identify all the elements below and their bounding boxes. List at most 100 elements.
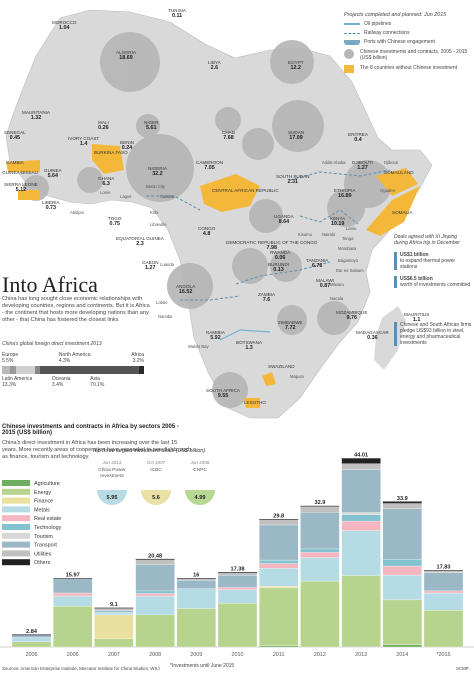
country-value: 9.76 — [346, 315, 357, 321]
deals-panel: Deals agreed with Xi Jinping during Afri… — [394, 234, 472, 346]
country-label: GUINEA 5.64 — [44, 168, 62, 179]
fdi-title: China's global foreign direct investment… — [2, 341, 102, 347]
country-label: TUNISIA 0.11 — [168, 8, 186, 19]
country-label: ALGERIA 18.69 — [116, 50, 136, 61]
country-label: ZAMBIA 7.6 — [258, 292, 275, 303]
railway-lines — [146, 169, 391, 301]
country-value: 5.92 — [210, 335, 221, 341]
no-investment-swatch-icon — [344, 65, 354, 73]
deal-date: Jun 2013 — [103, 460, 122, 465]
country-name: MOROCCO — [52, 20, 77, 25]
city-label: Lome — [100, 190, 111, 195]
bar-segment — [217, 574, 258, 588]
country-name: NIGERIA — [148, 166, 167, 171]
deal-name: CNPC — [193, 467, 207, 473]
fdi-asia: Asia 70.1% — [90, 376, 105, 388]
country-name: TOGO — [108, 216, 122, 221]
bar-segment — [176, 588, 216, 609]
bar-total-label: 32.9 — [314, 500, 325, 506]
bar-segment — [11, 634, 52, 638]
bar-segment — [341, 520, 381, 531]
country-value: 0.87 — [319, 283, 331, 289]
bar-segment — [259, 519, 299, 526]
legend-swatch — [2, 550, 30, 557]
country-name: CAMEROON — [196, 160, 224, 165]
deal-semicircle — [141, 490, 171, 505]
country-name: NIGER — [144, 120, 159, 125]
country-label: SOMALILAND — [384, 170, 414, 175]
intro-text: China has long sought close economic rel… — [2, 296, 150, 323]
bar-segment — [300, 548, 340, 553]
country-name: SOMALILAND — [384, 170, 414, 175]
country-name: ERITREA — [348, 132, 368, 137]
country-value: 0.11 — [171, 13, 183, 19]
city-label: Lamu — [346, 226, 357, 231]
country-label: DJIBOUTI 1.27 — [352, 160, 373, 171]
country-value: 6.76 — [311, 263, 323, 269]
country-label: KENYA 10.19 — [330, 216, 345, 227]
country-value: 1.32 — [30, 115, 42, 121]
country-label: SENEGAL 0.45 — [4, 130, 26, 141]
country-name: MOZAMBIQUE — [336, 310, 368, 315]
bar-segment — [300, 557, 340, 582]
city-label: Tanga — [342, 236, 354, 241]
city-label: Djibouti — [384, 160, 398, 165]
country-name: LIBYA — [208, 60, 221, 65]
bar-segment — [135, 559, 175, 565]
legend-swatch — [2, 506, 30, 513]
country-name: MAURITANIA — [22, 110, 50, 115]
deal-2-desc: worth of investments committed — [400, 282, 471, 288]
city-label: Kribi — [150, 210, 159, 215]
country-label: SUDAN 17.09 — [288, 130, 304, 141]
bar-segment — [382, 644, 422, 648]
x-tick-label: 2013 — [355, 652, 367, 658]
country-name: BENIN — [120, 140, 135, 145]
country-name: GUINEA-BISSAU — [2, 170, 38, 175]
sector-chart: Agriculture Energy Finance Metals Real estat… — [0, 448, 474, 658]
deal-1-amount: US$1 billion — [400, 252, 429, 258]
city-label: Addis Ababa — [322, 160, 346, 165]
country-label: DEMOCRATIC REPUBLIC OF THE CONGO 7.98 — [226, 240, 317, 251]
port-ship-icon — [344, 39, 360, 45]
country-value: 12.2 — [290, 65, 302, 71]
fdi-panel: China's global foreign direct investment… — [2, 341, 144, 388]
deal-value: 5.95 — [107, 495, 118, 501]
bar-segment — [135, 564, 175, 592]
country-name: SIERRA LEONE — [4, 182, 38, 187]
country-name: SOUTH AFRICA — [206, 388, 240, 393]
city-label: Ogaden — [380, 188, 395, 193]
deal-value: 5.6 — [152, 495, 160, 501]
country-label: GAMBIA — [6, 160, 24, 165]
city-label: Dar es Salaam — [336, 268, 364, 273]
bar-segment — [382, 599, 422, 646]
country-name: SWAZILAND — [268, 364, 295, 369]
country-label: GABON 1.27 — [142, 260, 159, 271]
legend-swatch — [2, 488, 30, 495]
country-name: SENEGAL — [4, 130, 26, 135]
bar-segment — [382, 503, 422, 509]
bar-segment — [135, 614, 175, 648]
x-tick-label: 2012 — [314, 652, 326, 658]
bar-segment — [341, 514, 381, 522]
country-name: NAMIBIA — [206, 330, 225, 335]
bar-segment — [135, 595, 175, 616]
country-value: 2.6 — [210, 65, 219, 71]
bar-segment — [53, 578, 93, 594]
sources: Sources: American Enterprise Institute, … — [2, 666, 160, 671]
country-label: CONGO 4.8 — [198, 226, 215, 237]
country-label: MADAGASCAR 0.36 — [356, 330, 389, 341]
country-name: GAMBIA — [6, 160, 24, 165]
country-label: NIGERIA 32.2 — [148, 166, 167, 177]
legend-label: Others — [34, 560, 50, 566]
country-label: SOUTH SUDAN 2.31 — [276, 174, 309, 185]
bar-segment — [259, 568, 299, 587]
country-value: 8.64 — [278, 219, 290, 225]
page-title: Into Africa — [2, 272, 98, 297]
oil-pipelines — [219, 329, 271, 341]
country-name: GABON — [142, 260, 159, 265]
country-label: CAMEROON 7.05 — [196, 160, 223, 171]
country-label: EGYPT 12.2 — [288, 60, 304, 71]
country-value: 5.61 — [146, 125, 157, 131]
city-label: Mombasa — [338, 246, 357, 251]
